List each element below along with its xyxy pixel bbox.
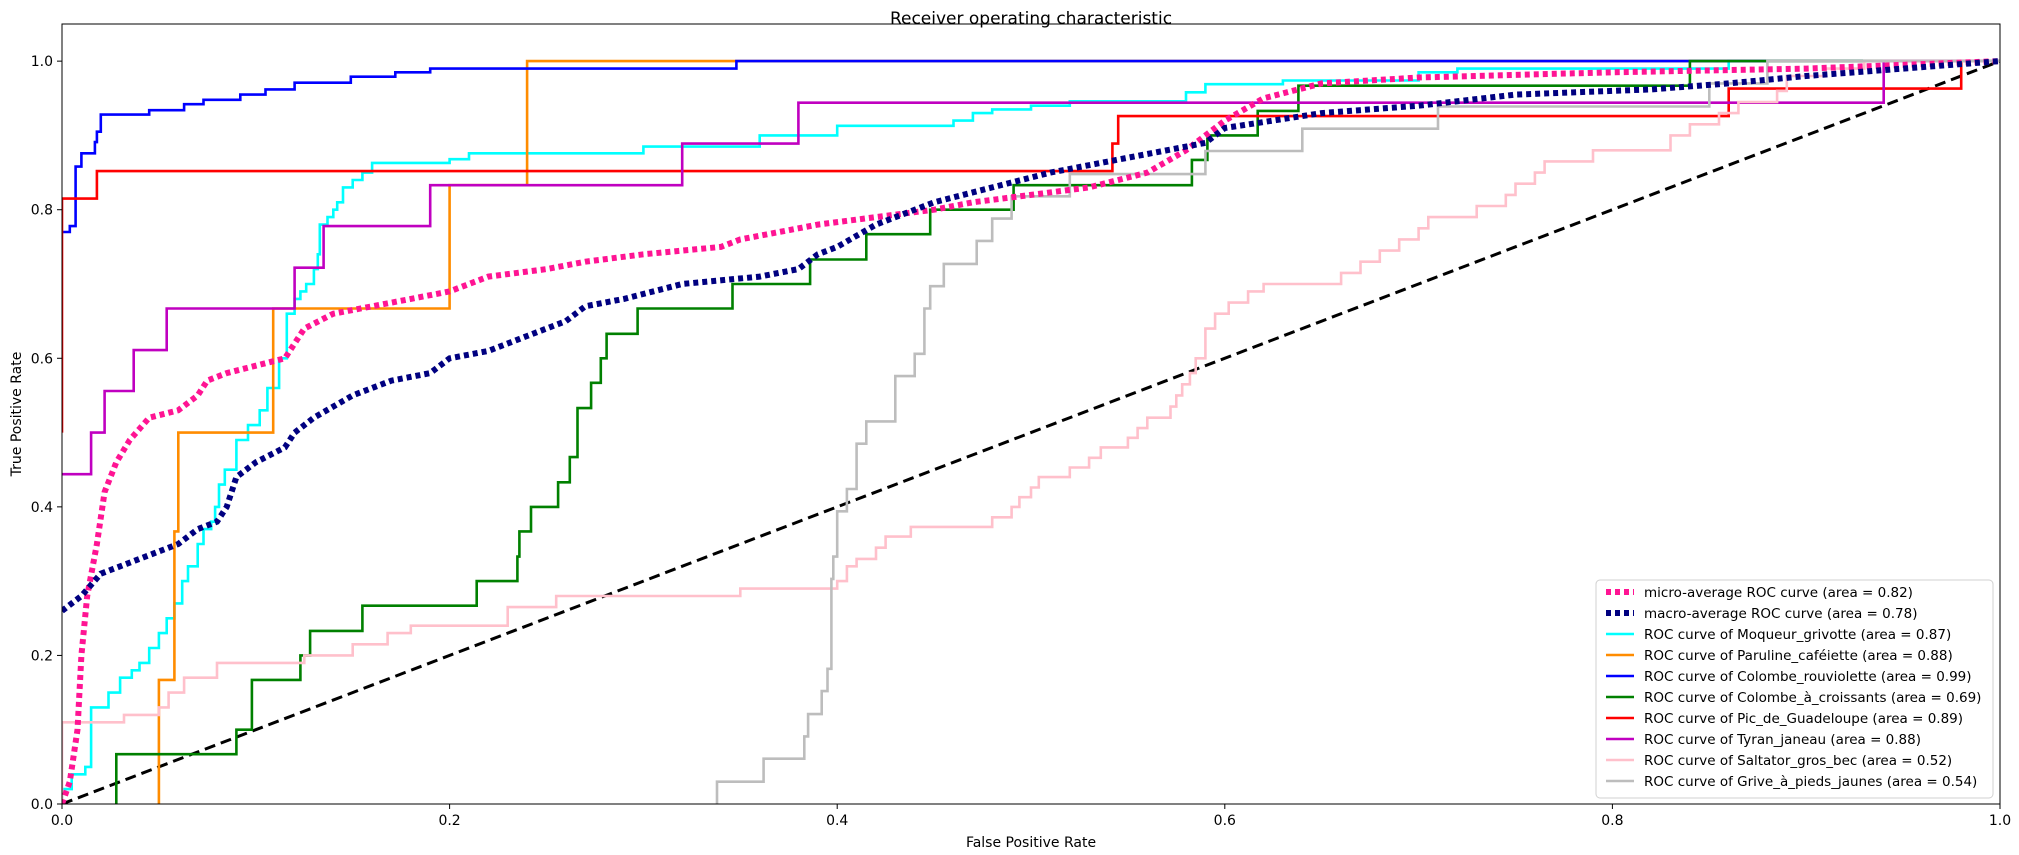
x-axis-label: False Positive Rate: [966, 835, 1096, 851]
series-line-roc-curve-of-colombe-a-croissants: [115, 59, 2000, 804]
legend-box: [1595, 579, 1994, 799]
series-line-roc-curve-of-colombe-rouviolette: [62, 59, 2000, 234]
y-tick-label: 0.4: [31, 500, 53, 516]
series-line-micro-average-roc-curve: [62, 58, 2000, 804]
series-line-macro-average-roc-curve: [62, 58, 2000, 614]
y-axis-label: True Positive Rate: [9, 352, 25, 478]
legend-entry: micro-average ROC curve (area = 0.82): [1644, 585, 1913, 601]
series-line-roc-curve-of-tyran-janeau: [62, 59, 2000, 476]
legend-entry: ROC curve of Tyran_janeau (area = 0.88): [1644, 732, 1921, 748]
legend-entry: ROC curve of Saltator_gros_bec (area = 0…: [1644, 753, 1952, 769]
chance-diagonal-line: [62, 59, 2000, 804]
series-line-roc-curve-of-pic-de-guadeloupe: [62, 59, 2000, 433]
legend-entry: ROC curve of Paruline_caféiette (area = …: [1644, 648, 1953, 664]
legend-entry: ROC curve of Pic_de_Guadeloupe (area = 0…: [1644, 711, 1963, 727]
y-tick-label: 1.0: [31, 54, 53, 70]
x-tick-label: 0.2: [438, 813, 460, 829]
x-tick-label: 0.4: [826, 813, 848, 829]
chance-line-layer: [62, 59, 2000, 804]
y-tick-label: 0.8: [31, 203, 53, 219]
x-tick-label: 0.8: [1601, 813, 1623, 829]
legend-entry: macro-average ROC curve (area = 0.78): [1644, 606, 1917, 622]
legend-entry: ROC curve of Grive_à_pieds_jaunes (area …: [1644, 774, 1977, 790]
x-tick-label: 0.0: [51, 813, 73, 829]
y-tick-label: 0.0: [31, 797, 53, 813]
series-line-roc-curve-of-moqueur-grivotte: [62, 59, 2000, 804]
y-axis: 0.0 0.2 0.4 0.6 0.8 1.0: [31, 54, 62, 813]
series-line-roc-curve-of-grive-a-pieds-jaunes: [715, 59, 2000, 804]
y-tick-label: 0.6: [31, 351, 53, 367]
x-tick-label: 1.0: [1989, 813, 2011, 829]
legend-entry: ROC curve of Colombe_rouviolette (area =…: [1644, 669, 1972, 685]
plot-frame: [61, 23, 2001, 805]
series-layer: [62, 58, 2000, 804]
chart-title: Receiver operating characteristic: [890, 9, 1172, 29]
x-tick-label: 0.6: [1214, 813, 1236, 829]
legend: micro-average ROC curve (area = 0.82) mac…: [1595, 579, 1994, 799]
x-axis: 0.0 0.2 0.4 0.6 0.8 1.0: [51, 804, 2011, 829]
series-line-roc-curve-of-saltator-gros-bec: [62, 59, 2000, 804]
legend-entry: ROC curve of Moqueur_grivotte (area = 0.…: [1644, 627, 1951, 643]
legend-entry: ROC curve of Colombe_à_croissants (area …: [1644, 690, 1981, 706]
y-tick-label: 0.2: [31, 648, 53, 664]
